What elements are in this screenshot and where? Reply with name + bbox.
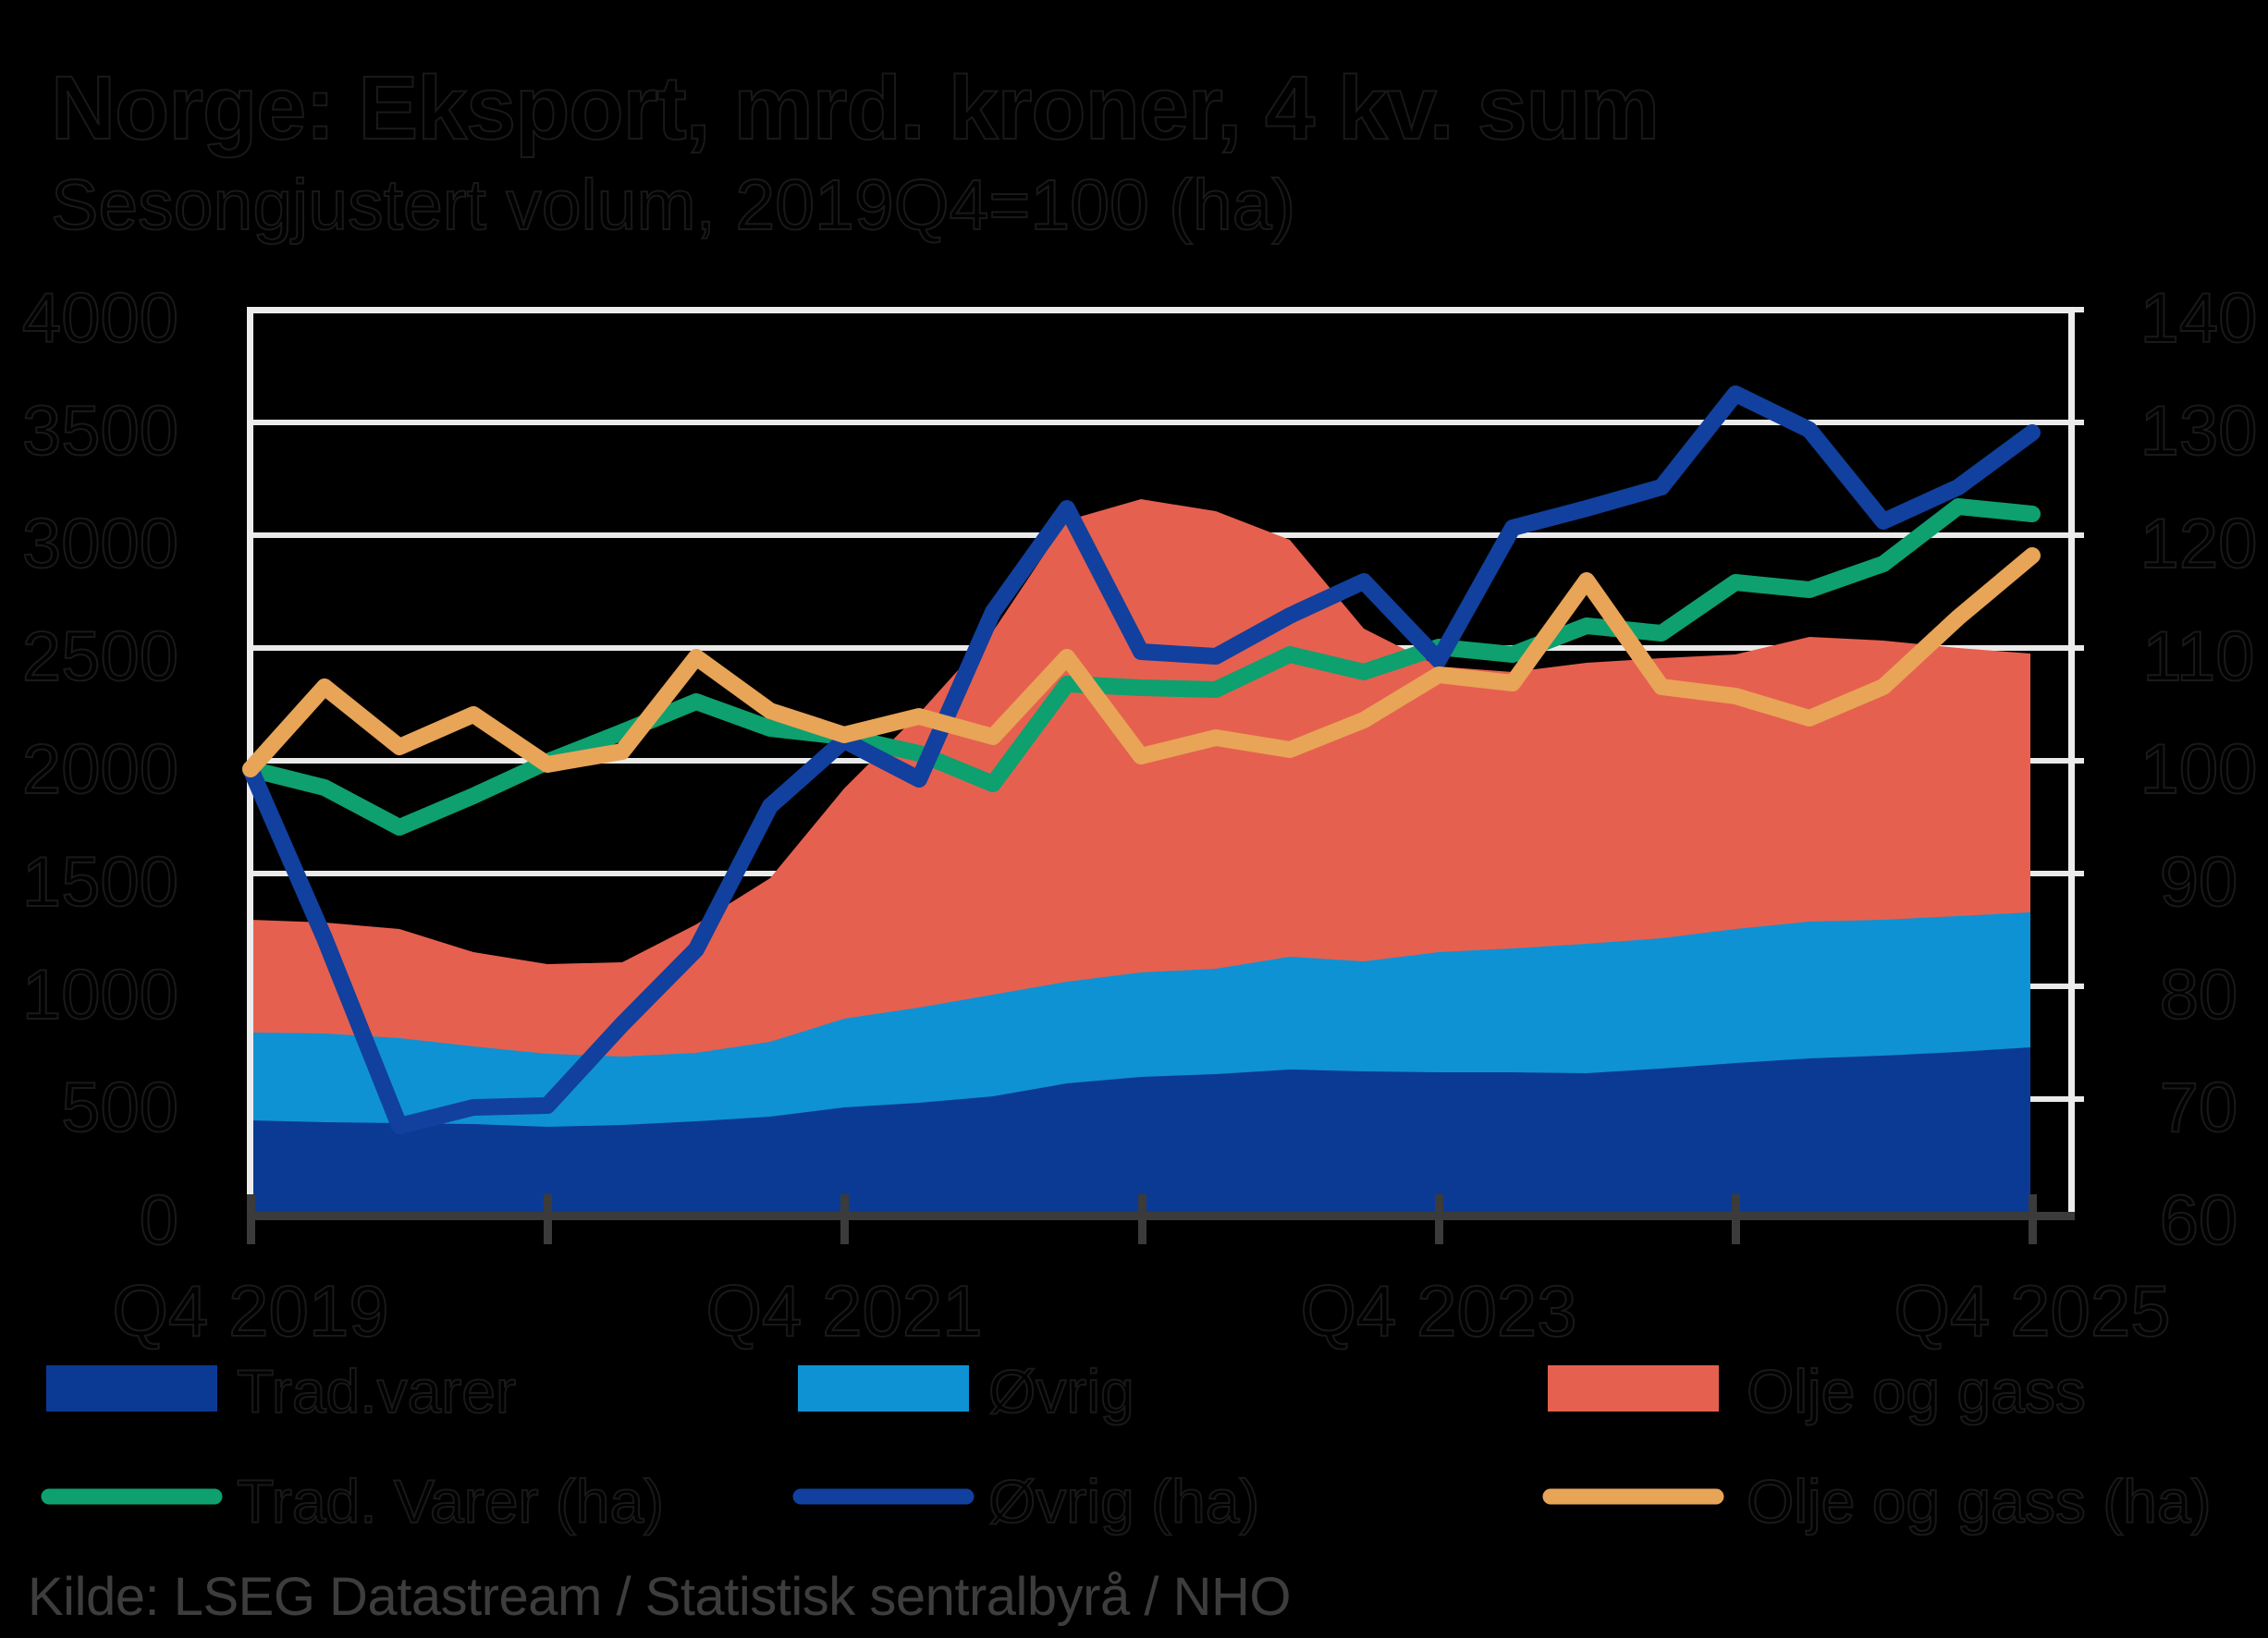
svg-text:Olje og gass (ha): Olje og gass (ha) bbox=[1747, 1467, 2212, 1535]
svg-text:3500: 3500 bbox=[22, 392, 178, 471]
svg-text:500: 500 bbox=[61, 1069, 178, 1147]
svg-text:1500: 1500 bbox=[22, 843, 178, 922]
svg-text:140: 140 bbox=[2140, 279, 2258, 358]
svg-text:2000: 2000 bbox=[22, 730, 178, 809]
svg-text:Olje og gass: Olje og gass bbox=[1747, 1357, 2086, 1425]
svg-text:Øvrig (ha): Øvrig (ha) bbox=[988, 1467, 1259, 1535]
svg-text:100: 100 bbox=[2140, 730, 2258, 809]
svg-text:1000: 1000 bbox=[22, 956, 178, 1034]
svg-text:70: 70 bbox=[2160, 1069, 2238, 1147]
svg-text:Øvrig: Øvrig bbox=[988, 1357, 1134, 1425]
svg-text:Kilde: LSEG Datastream / Stati: Kilde: LSEG Datastream / Statistisk sent… bbox=[28, 1567, 1291, 1627]
svg-text:60: 60 bbox=[2160, 1181, 2238, 1260]
svg-text:Sesongjustert volum, 2019Q4=10: Sesongjustert volum, 2019Q4=100 (ha) bbox=[51, 165, 1295, 245]
svg-text:110: 110 bbox=[2142, 617, 2254, 696]
svg-text:Q4 2021: Q4 2021 bbox=[705, 1270, 982, 1351]
svg-text:2500: 2500 bbox=[22, 617, 178, 696]
svg-text:Norge: Eksport, mrd. kroner, 4: Norge: Eksport, mrd. kroner, 4 kv. sum bbox=[51, 57, 1659, 158]
svg-text:3000: 3000 bbox=[22, 505, 178, 583]
svg-text:120: 120 bbox=[2140, 505, 2258, 583]
svg-text:4000: 4000 bbox=[22, 279, 178, 358]
svg-text:80: 80 bbox=[2160, 956, 2238, 1034]
svg-text:90: 90 bbox=[2160, 843, 2238, 922]
svg-text:Q4 2025: Q4 2025 bbox=[1894, 1270, 2170, 1351]
svg-text:Q4 2019: Q4 2019 bbox=[112, 1270, 388, 1351]
svg-text:Trad. Varer (ha): Trad. Varer (ha) bbox=[237, 1467, 664, 1535]
svg-text:130: 130 bbox=[2140, 392, 2258, 471]
svg-text:Q4 2023: Q4 2023 bbox=[1300, 1270, 1576, 1351]
svg-text:Trad.varer: Trad.varer bbox=[237, 1357, 516, 1425]
svg-text:0: 0 bbox=[140, 1181, 178, 1260]
